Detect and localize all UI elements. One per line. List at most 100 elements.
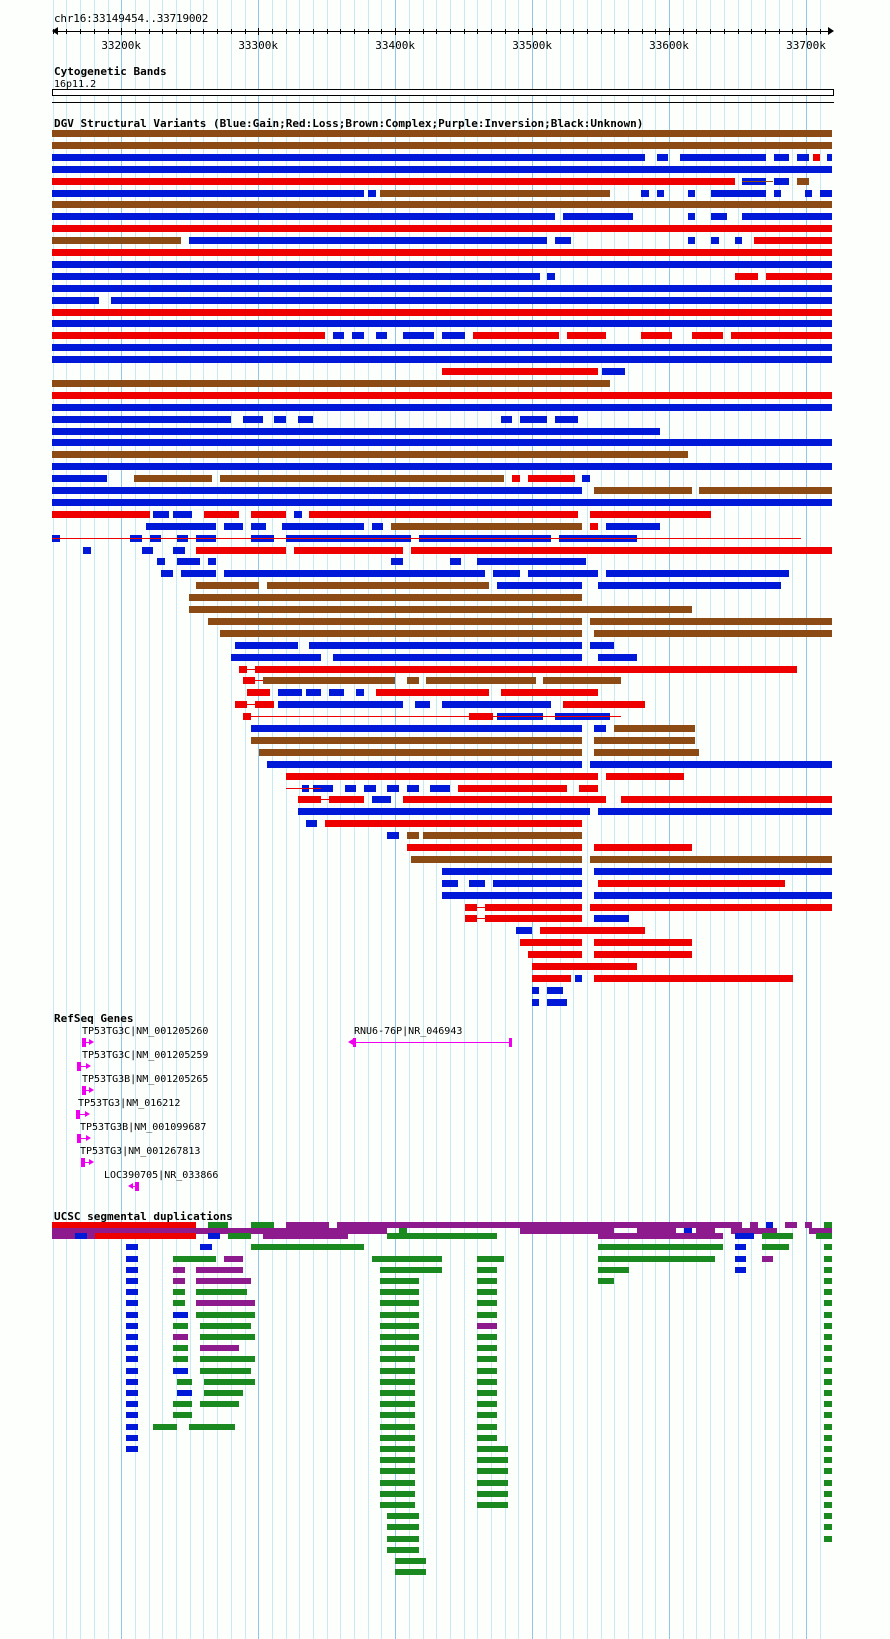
dgv-variant[interactable] bbox=[297, 808, 591, 816]
dgv-variant[interactable] bbox=[773, 153, 790, 161]
dgv-variant[interactable] bbox=[133, 475, 212, 483]
dgv-variant[interactable] bbox=[500, 415, 513, 423]
dgv-variant[interactable] bbox=[520, 939, 583, 947]
segmental-duplication[interactable] bbox=[126, 1322, 138, 1329]
segmental-duplication[interactable] bbox=[387, 1524, 419, 1531]
segmental-duplication[interactable] bbox=[126, 1412, 138, 1419]
segmental-duplication[interactable] bbox=[262, 1233, 349, 1240]
segmental-duplication[interactable] bbox=[477, 1434, 497, 1441]
segmental-duplication[interactable] bbox=[286, 1222, 329, 1228]
segmental-duplication[interactable] bbox=[126, 1244, 138, 1251]
segmental-duplication[interactable] bbox=[379, 1502, 415, 1508]
dgv-variant[interactable] bbox=[52, 356, 832, 364]
dgv-variant[interactable] bbox=[594, 487, 692, 494]
dgv-variant[interactable] bbox=[422, 832, 583, 840]
segmental-duplication[interactable] bbox=[477, 1401, 497, 1408]
segmental-duplication[interactable] bbox=[598, 1266, 630, 1273]
dgv-variant[interactable] bbox=[484, 915, 583, 923]
dgv-variant[interactable] bbox=[426, 677, 536, 685]
dgv-variant[interactable] bbox=[711, 237, 719, 245]
dgv-variant[interactable] bbox=[141, 546, 154, 554]
segmental-duplication[interactable] bbox=[126, 1378, 138, 1385]
segmental-duplication[interactable] bbox=[126, 1423, 138, 1430]
segmental-duplication[interactable] bbox=[379, 1356, 415, 1363]
dgv-variant[interactable] bbox=[250, 736, 583, 744]
dgv-variant[interactable] bbox=[590, 617, 832, 625]
dgv-variant[interactable] bbox=[387, 784, 400, 792]
segmental-duplication[interactable] bbox=[477, 1423, 497, 1430]
dgv-variant[interactable] bbox=[293, 546, 403, 554]
segmental-duplication[interactable] bbox=[824, 1401, 832, 1408]
dgv-variant[interactable] bbox=[516, 927, 532, 935]
segmental-duplication[interactable] bbox=[824, 1446, 832, 1452]
dgv-variant[interactable] bbox=[765, 272, 832, 280]
segmental-duplication[interactable] bbox=[379, 1322, 419, 1329]
dgv-variant[interactable] bbox=[180, 570, 216, 578]
segmental-duplication[interactable] bbox=[200, 1367, 251, 1374]
dgv-variant[interactable] bbox=[539, 927, 645, 935]
segmental-duplication[interactable] bbox=[153, 1423, 177, 1430]
dgv-variant[interactable] bbox=[325, 820, 583, 828]
dgv-variant[interactable] bbox=[527, 475, 575, 483]
dgv-variant[interactable] bbox=[590, 903, 832, 911]
segmental-duplication[interactable] bbox=[477, 1255, 505, 1262]
dgv-variant[interactable] bbox=[590, 641, 614, 649]
segmental-duplication[interactable] bbox=[477, 1289, 497, 1296]
gene-exon[interactable] bbox=[77, 1134, 81, 1143]
segmental-duplication[interactable] bbox=[379, 1423, 415, 1430]
dgv-variant[interactable] bbox=[555, 415, 579, 423]
dgv-variant[interactable] bbox=[562, 213, 634, 221]
dgv-variant[interactable] bbox=[52, 427, 661, 435]
segmental-duplication[interactable] bbox=[196, 1289, 247, 1296]
segmental-duplication[interactable] bbox=[824, 1468, 832, 1475]
segmental-duplication[interactable] bbox=[824, 1490, 832, 1497]
segmental-duplication[interactable] bbox=[379, 1311, 419, 1318]
segmental-duplication[interactable] bbox=[750, 1222, 758, 1228]
segmental-duplication[interactable] bbox=[477, 1446, 509, 1452]
segmental-duplication[interactable] bbox=[824, 1311, 832, 1318]
dgv-variant[interactable] bbox=[773, 189, 782, 197]
dgv-variant[interactable] bbox=[543, 677, 622, 685]
segmental-duplication[interactable] bbox=[520, 1227, 614, 1234]
segmental-duplication[interactable] bbox=[172, 1278, 185, 1284]
segmental-duplication[interactable] bbox=[379, 1334, 419, 1340]
segmental-duplication[interactable] bbox=[598, 1244, 723, 1251]
dgv-variant[interactable] bbox=[52, 201, 832, 209]
segmental-duplication[interactable] bbox=[477, 1367, 497, 1374]
segmental-duplication[interactable] bbox=[126, 1334, 138, 1340]
segmental-duplication[interactable] bbox=[395, 1558, 427, 1564]
dgv-variant[interactable] bbox=[598, 582, 782, 590]
segmental-duplication[interactable] bbox=[477, 1457, 509, 1464]
segmental-duplication[interactable] bbox=[824, 1289, 832, 1296]
dgv-variant[interactable] bbox=[52, 272, 540, 280]
dgv-variant[interactable] bbox=[223, 522, 244, 530]
dgv-variant[interactable] bbox=[250, 522, 267, 530]
dgv-variant[interactable] bbox=[594, 974, 793, 982]
dgv-variant[interactable] bbox=[52, 320, 832, 328]
segmental-duplication[interactable] bbox=[824, 1278, 832, 1284]
dgv-variant[interactable] bbox=[172, 546, 185, 554]
segmental-duplication[interactable] bbox=[126, 1278, 138, 1284]
dgv-variant[interactable] bbox=[52, 332, 325, 340]
segmental-duplication[interactable] bbox=[477, 1311, 497, 1318]
dgv-variant[interactable] bbox=[582, 475, 591, 483]
segmental-duplication[interactable] bbox=[126, 1356, 138, 1363]
segmental-duplication[interactable] bbox=[126, 1300, 138, 1307]
dgv-variant[interactable] bbox=[742, 213, 832, 221]
dgv-variant[interactable] bbox=[555, 237, 571, 245]
dgv-variant[interactable] bbox=[356, 689, 364, 697]
segmental-duplication[interactable] bbox=[824, 1524, 832, 1531]
segmental-duplication[interactable] bbox=[695, 1227, 715, 1234]
dgv-variant[interactable] bbox=[547, 272, 556, 280]
dgv-variant[interactable] bbox=[734, 237, 743, 245]
dgv-variant[interactable] bbox=[371, 796, 392, 804]
dgv-variant[interactable] bbox=[188, 606, 692, 613]
segmental-duplication[interactable] bbox=[126, 1446, 138, 1452]
dgv-variant[interactable] bbox=[305, 689, 322, 697]
dgv-variant[interactable] bbox=[367, 189, 376, 197]
segmental-duplication[interactable] bbox=[734, 1266, 747, 1273]
segmental-duplication[interactable] bbox=[808, 1227, 832, 1234]
dgv-variant[interactable] bbox=[711, 213, 727, 221]
dgv-variant[interactable] bbox=[52, 498, 832, 506]
gene-exon[interactable] bbox=[77, 1062, 81, 1071]
